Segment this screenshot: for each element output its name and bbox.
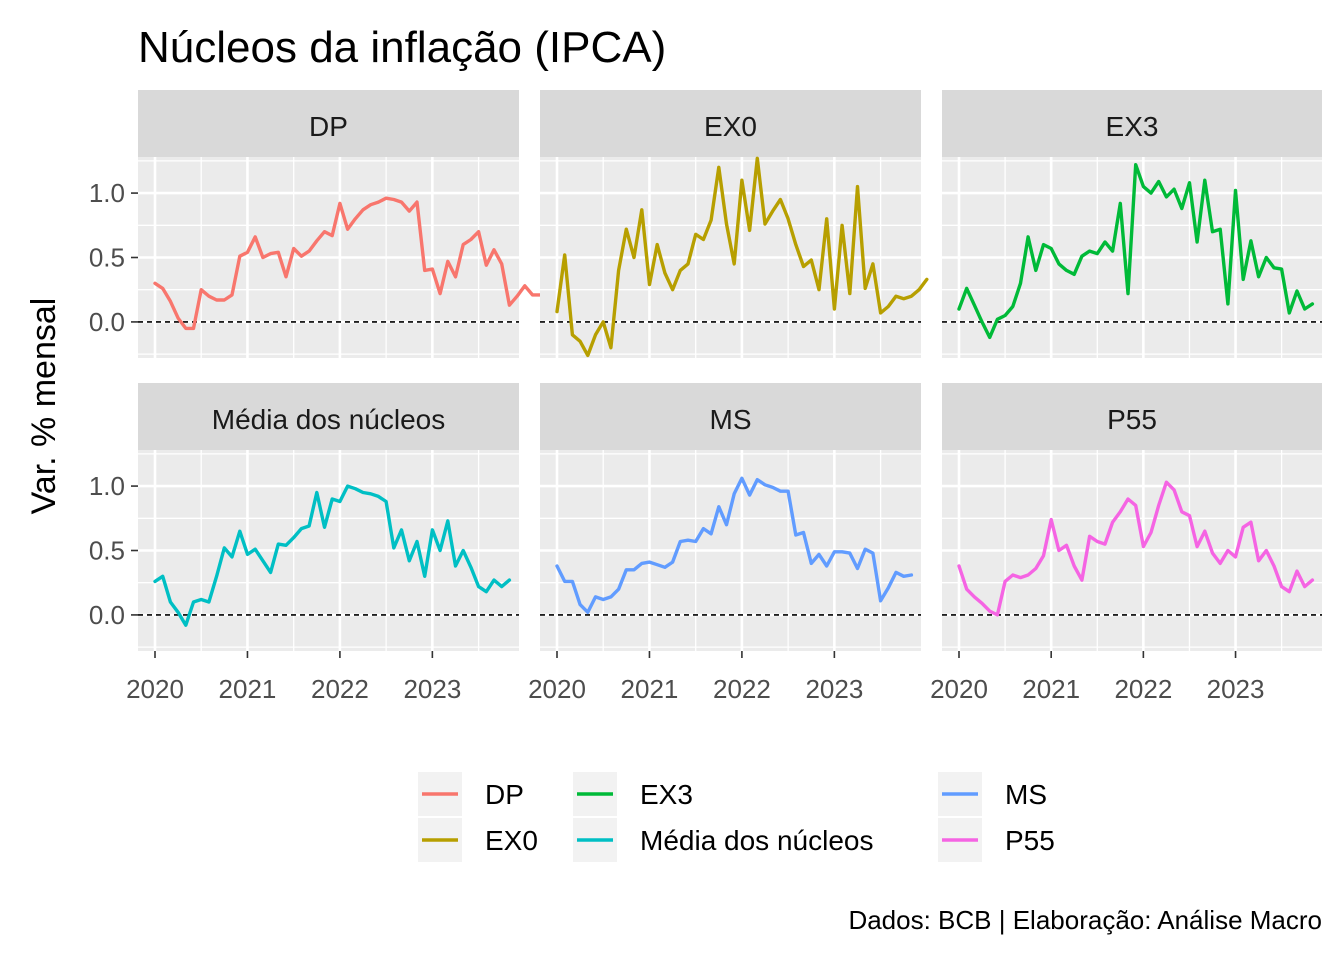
x-tick-label: 2020 (528, 674, 586, 704)
y-tick-label: 1.0 (89, 471, 125, 501)
facet-panel-dp: DP 0.0 0.5 1.0 (89, 90, 542, 358)
series-line-ms (555, 476, 914, 614)
legend-label: DP (485, 779, 524, 810)
x-tick-label: 2020 (126, 674, 184, 704)
legend-item-ex3: EX3 (573, 772, 693, 816)
x-tick-label: 2023 (805, 674, 863, 704)
x-tick-label: 2022 (1114, 674, 1172, 704)
facet-panel-ex3: EX3 (942, 90, 1322, 358)
facet-strip-label: EX0 (704, 111, 757, 142)
facet-strip-label: EX3 (1106, 111, 1159, 142)
y-tick-label: 1.0 (89, 178, 125, 208)
facet-panel-p55: P55 2020 2021 2022 2023 (930, 383, 1322, 704)
facet-strip (540, 383, 921, 450)
x-tick-label: 2022 (311, 674, 369, 704)
y-tick-label: 0.0 (89, 307, 125, 337)
y-tick-label: 0.5 (89, 536, 125, 566)
legend-label: P55 (1005, 825, 1055, 856)
facet-strip-label: MS (710, 404, 752, 435)
x-tick-label: 2023 (403, 674, 461, 704)
x-tick-label: 2021 (621, 674, 679, 704)
legend-item-dp: DP (418, 772, 524, 816)
facet-strip-label: P55 (1107, 404, 1157, 435)
x-tick-label: 2021 (1022, 674, 1080, 704)
legend-label: EX0 (485, 825, 538, 856)
y-axis-title: Var. % mensal (25, 298, 63, 515)
x-tick-label: 2023 (1207, 674, 1265, 704)
facet-panels: DP 0.0 0.5 1.0 EX0 EX3 Média dos núcleos 0.0 0.5… (89, 90, 1322, 704)
legend-item-media-dos-nucleos: Média dos núcleos (573, 818, 873, 862)
facet-strip (942, 383, 1322, 450)
facet-strip (138, 383, 519, 450)
chart-caption: Dados: BCB | Elaboração: Análise Macro (848, 905, 1322, 935)
legend-label: EX3 (640, 779, 693, 810)
facet-strip (138, 90, 519, 157)
legend: DP EX0 EX3 Média dos núcleos MS P55 (418, 772, 1055, 862)
x-tick-label: 2021 (219, 674, 277, 704)
x-tick-label: 2022 (713, 674, 771, 704)
facet-strip (942, 90, 1322, 157)
series-line-p55 (957, 480, 1315, 617)
y-tick-label: 0.5 (89, 243, 125, 273)
facet-strip-label: Média dos núcleos (212, 404, 445, 435)
facet-panel-ex0: EX0 (540, 90, 929, 358)
legend-item-p55: P55 (938, 818, 1055, 862)
legend-item-ex0: EX0 (418, 818, 538, 862)
y-tick-label: 0.0 (89, 600, 125, 630)
series-line-media-dos-nucleos (153, 484, 512, 627)
x-tick-label: 2020 (930, 674, 988, 704)
series-line-ex0 (555, 156, 929, 358)
facet-panel-media-dos-nucleos: Média dos núcleos 0.0 0.5 1.0 2020 2021 2022 20… (89, 383, 519, 704)
legend-item-ms: MS (938, 772, 1047, 816)
chart-title: Núcleos da inflação (IPCA) (138, 23, 666, 72)
facet-strip (540, 90, 921, 157)
series-line-ex3 (957, 162, 1315, 340)
series-line-dp (153, 196, 542, 331)
legend-label: MS (1005, 779, 1047, 810)
legend-label: Média dos núcleos (640, 825, 873, 856)
facet-panel-ms: MS 2020 2021 2022 2023 (528, 383, 921, 704)
facet-strip-label: DP (309, 111, 348, 142)
